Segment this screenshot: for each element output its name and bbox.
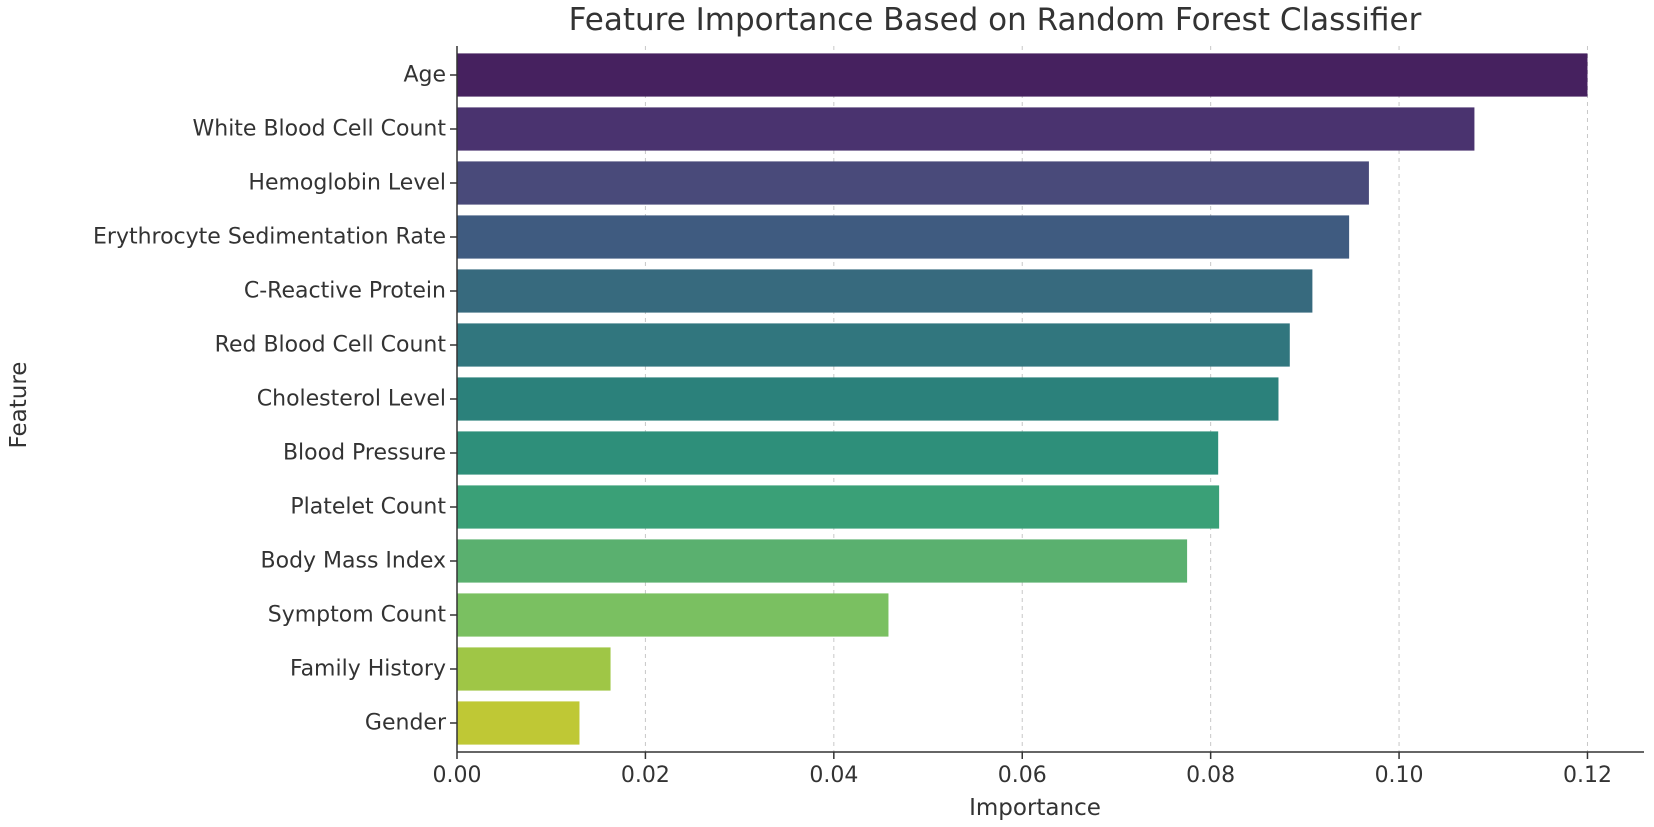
bars [457, 53, 1588, 745]
x-tick-label: 0.06 [998, 763, 1047, 788]
x-tick-label: 0.04 [809, 763, 858, 788]
y-tick-label: Cholesterol Level [257, 387, 446, 412]
x-tick-label: 0.10 [1375, 763, 1424, 788]
y-tick-label: Erythrocyte Sedimentation Rate [93, 225, 446, 250]
bar-white-blood-cell-count [457, 107, 1475, 151]
bar-symptom-count [457, 593, 889, 637]
bar-cholesterol-level [457, 377, 1279, 421]
y-tick-labels: Age White Blood Cell Count Hemoglobin Leve… [93, 63, 457, 736]
x-tick-labels: 0.00 0.02 0.04 0.06 0.08 0.10 0.12 [433, 752, 1612, 788]
y-axis-label: Feature [6, 362, 32, 449]
bar-platelet-count [457, 485, 1220, 529]
y-tick-label: Blood Pressure [283, 441, 446, 466]
bar-age [457, 53, 1588, 97]
y-tick-label: Gender [365, 711, 447, 736]
y-tick-label: Red Blood Cell Count [215, 333, 447, 358]
y-tick-label: Platelet Count [290, 495, 446, 520]
y-tick-label: C-Reactive Protein [244, 279, 446, 304]
x-tick-label: 0.02 [621, 763, 670, 788]
x-axis-label: Importance [969, 795, 1101, 821]
y-tick-label: Symptom Count [268, 603, 447, 628]
bar-hemoglobin-level [457, 161, 1369, 205]
x-tick-label: 0.00 [433, 763, 482, 788]
y-tick-label: White Blood Cell Count [193, 117, 447, 142]
bar-gender [457, 701, 580, 745]
y-tick-label: Age [403, 63, 446, 88]
y-tick-label: Family History [290, 657, 446, 682]
x-tick-label: 0.12 [1563, 763, 1612, 788]
bar-c-reactive-protein [457, 269, 1313, 313]
y-tick-label: Hemoglobin Level [248, 171, 446, 196]
y-tick-label: Body Mass Index [261, 549, 446, 574]
bar-blood-pressure [457, 431, 1219, 475]
bar-red-blood-cell-count [457, 323, 1290, 367]
chart-title: Feature Importance Based on Random Fores… [569, 2, 1422, 38]
x-tick-label: 0.08 [1186, 763, 1235, 788]
bar-body-mass-index [457, 539, 1188, 583]
bar-family-history [457, 647, 611, 691]
bar-erythrocyte-sedimentation-rate [457, 215, 1350, 259]
